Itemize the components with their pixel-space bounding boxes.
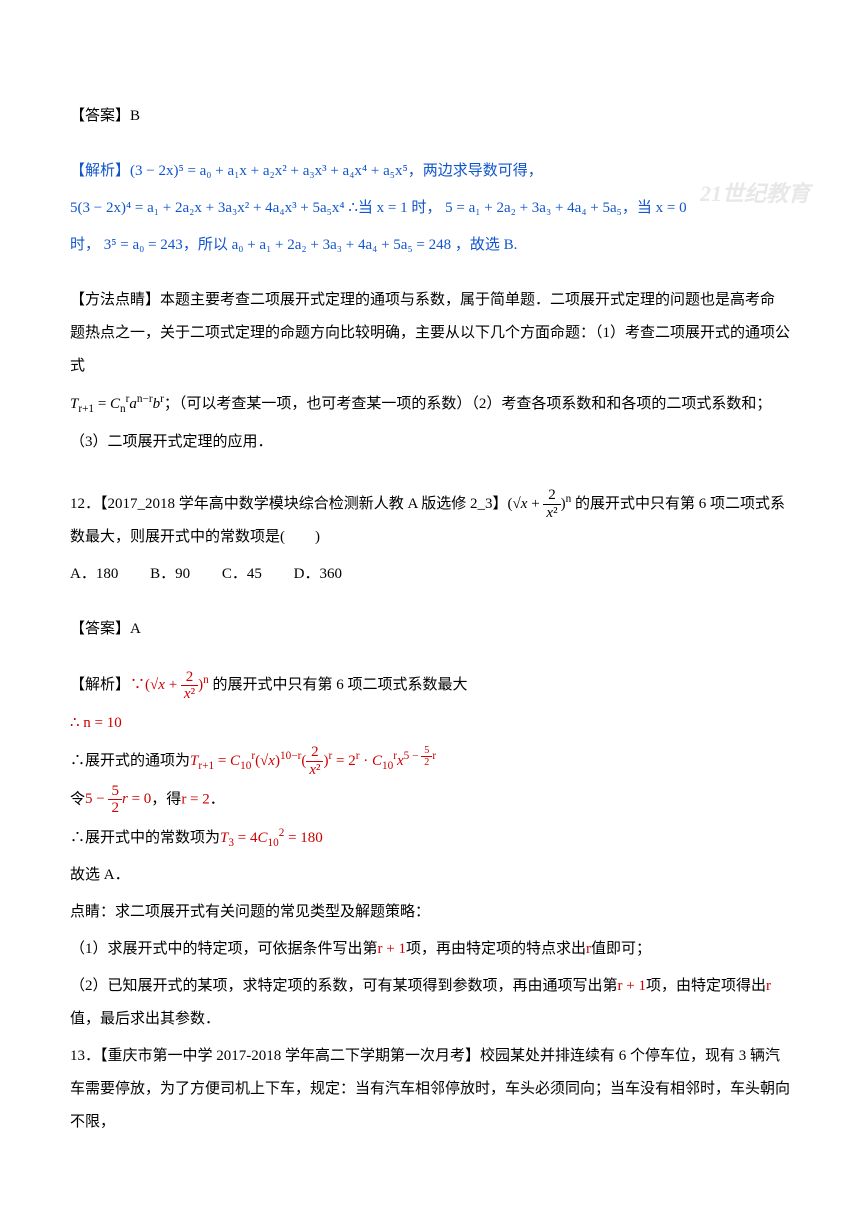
choice-b: B．90 [150,566,190,582]
formula: 3⁵ = a₀ = 243 [104,237,183,253]
method-11: 【方法点睛】本题主要考查二项展开式定理的通项与系数，属于简单题．二项展开式定理的… [70,284,790,383]
text: ，所以 a₀ + a₁ + 2a₂ + 3a₃ + 4a₄ + 5a₅ = 24… [183,237,518,253]
answer-value: A [130,621,141,637]
analysis-12-n: ∴ n = 10 [70,707,790,740]
formula: ∴ n = 10 [70,715,122,731]
r1: r + 1 [618,978,646,994]
label: ∴展开式中的常数项为 [70,830,220,846]
question-12: 12．【2017_2018 学年高中数学模块综合检测新人教 A 版选修 2_3】… [70,487,790,555]
formula: Tr+1 = C10r(√x)10−r(2x²)r = 2r · C10rx5 … [190,753,436,769]
dianjing-item1: （1）求展开式中的特定项，可依据条件写出第r + 1项，再由特定项的特点求出r值… [70,933,790,966]
analysis-12-expand: ∴展开式的通项为Tr+1 = C10r(√x)10−r(2x²)r = 2r ·… [70,744,790,779]
text: 故选 A． [70,867,130,883]
text: 项，再由特定项的特点求出 [406,941,586,957]
tail: ，得 [151,791,181,807]
analysis-expansion: (3 − 2x)⁵ = a₀ + a₁x + a₂x² + a₃x³ + a₄x… [130,163,408,179]
question-13: 13．【重庆市第一中学 2017-2018 学年高二下学期第一次月考】校园某处并… [70,1040,790,1139]
analysis-12-therefore: 故选 A． [70,859,790,892]
method-text2: ；（可以考查某一项，也可考查某一项的系数）（2）考查各项系数和和各项的二项式系数… [164,396,772,412]
text: ，两边求导数可得， [408,163,543,179]
q-formula: (√x + 2x²)n [508,496,572,512]
choice-a: A．180 [70,566,118,582]
answer-value: B [130,108,140,124]
method-11-formula: Tr+1 = Cnran−rbr；（可以考查某一项，也可考查某一项的系数）（2）… [70,387,790,422]
choice-c: C．45 [222,566,262,582]
answer-11: 【答案】B [70,100,790,133]
let-label: 令 [70,791,85,807]
analysis-12-line1: 【解析】∵(√x + 2x²)n 的展开式中只有第 6 项二项式系数最大 [70,668,790,703]
formula: Tr+1 = Cnran−rbr [70,396,164,412]
answer-label: 【答案】 [70,621,130,637]
q-source: 【2017_2018 学年高中数学模块综合检测新人教 A 版选修 2_3】 [100,496,508,512]
period: ． [210,791,225,807]
q-number: 12． [70,496,100,512]
answer-12: 【答案】A [70,613,790,646]
method-text: 本题主要考查二项展开式定理的通项与系数，属于简单题．二项展开式定理的问题也是高考… [70,292,790,374]
analysis-label: 【解析】 [70,677,130,693]
choice-d: D．360 [294,566,342,582]
q-source: 【重庆市第一中学 2017-2018 学年高二下学期第一次月考】 [100,1048,480,1064]
formula: 5 − 52r = 0 [85,791,151,807]
analysis-12-let: 令5 − 52r = 0，得r = 2． [70,783,790,817]
analysis-11-line1: 【解析】(3 − 2x)⁵ = a₀ + a₁x + a₂x² + a₃x³ +… [70,155,790,188]
analysis-label: 【解析】 [70,163,130,179]
r-value: r = 2 [181,791,209,807]
text: （2）已知展开式的某项，求特定项的系数，可有某项得到参数项，再由通项写出第 [70,978,618,994]
text: ∴当 x = 1 时， [348,200,441,216]
lead: ∵ [130,677,145,693]
formula: 5(3 − 2x)⁴ = a₁ + 2a₂x + 3a₃x² + 4a₄x³ +… [70,200,345,216]
text: ，当 x = 0 [622,200,687,216]
r: r [766,978,771,994]
q-number: 13． [70,1048,100,1064]
dianjing-item2: （2）已知展开式的某项，求特定项的系数，可有某项得到参数项，再由通项写出第r +… [70,970,790,1036]
formula: T3 = 4C102 = 180 [220,830,323,846]
method-11-text3: （3）二项展开式定理的应用． [70,426,790,459]
document-content: 【答案】B 【解析】(3 − 2x)⁵ = a₀ + a₁x + a₂x² + … [70,100,790,1139]
text: （3）二项展开式定理的应用． [70,434,273,450]
analysis-11-line3: 时， 3⁵ = a₀ = 243，所以 a₀ + a₁ + 2a₂ + 3a₃ … [70,229,790,262]
text: （1）求展开式中的特定项，可依据条件写出第 [70,941,378,957]
formula: (√x + 2x²)n [145,677,209,693]
formula: 5 = a₁ + 2a₂ + 3a₃ + 4a₄ + 5a₅ [445,200,622,216]
r1: r + 1 [378,941,406,957]
question-12-choices: A．180 B．90 C．45 D．360 [70,558,790,591]
tail: 的展开式中只有第 6 项二项式系数最大 [209,677,468,693]
dianjing-head: 点睛：求二项展开式有关问题的常见类型及解题策略： [70,896,790,929]
answer-label: 【答案】 [70,108,130,124]
text: 时， [70,237,100,253]
text: 值，最后求出其参数． [70,1011,220,1027]
text: 求二项展开式有关问题的常见类型及解题策略： [115,904,430,920]
text: 项，由特定项得出 [646,978,766,994]
text: 值即可； [591,941,651,957]
analysis-11-line2: 5(3 − 2x)⁴ = a₁ + 2a₂x + 3a₃x² + 4a₄x³ +… [70,192,790,225]
label: ∴展开式的通项为 [70,753,190,769]
method-label: 【方法点睛】 [70,292,160,308]
analysis-12-const: ∴展开式中的常数项为T3 = 4C102 = 180 [70,821,790,856]
label: 点睛： [70,904,115,920]
